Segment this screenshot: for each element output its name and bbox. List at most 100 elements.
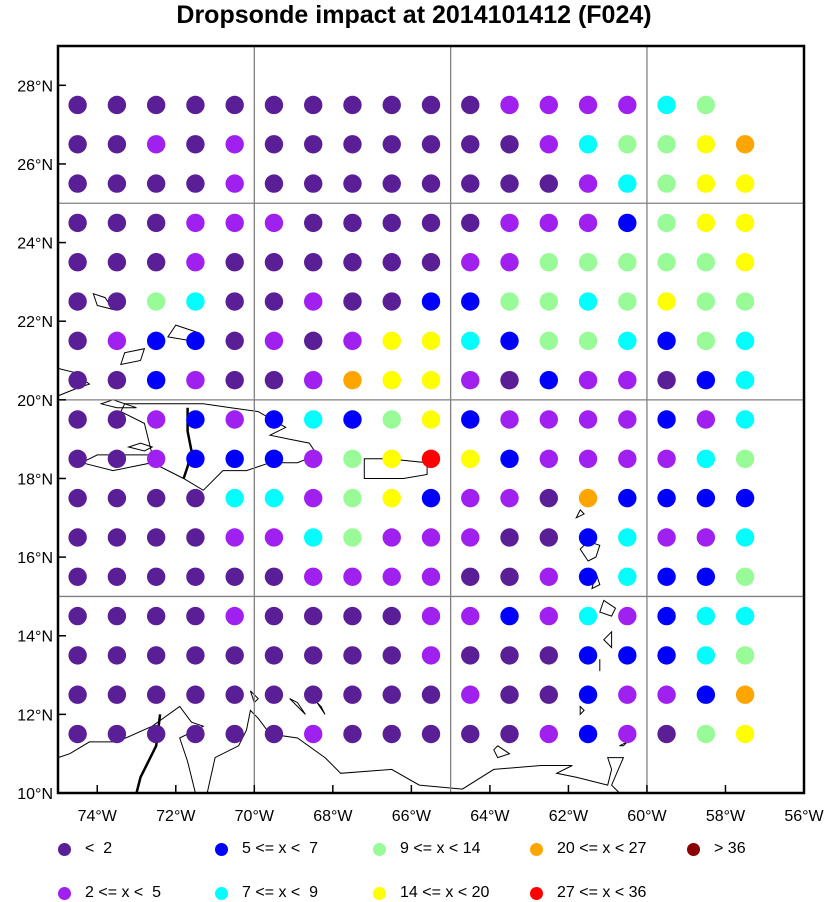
impact-dot <box>304 135 323 154</box>
impact-dot <box>304 370 323 390</box>
impact-dot <box>618 528 637 547</box>
y-tick-label: 16°N <box>17 550 53 567</box>
impact-dot <box>421 567 441 586</box>
impact-dot <box>421 528 441 547</box>
impact-dot <box>304 488 323 508</box>
impact-dot <box>618 567 637 586</box>
impact-dot <box>343 370 362 390</box>
impact-dot <box>225 135 244 154</box>
impact-dot <box>461 606 480 626</box>
cuba-coast <box>57 367 91 397</box>
impact-dot <box>225 292 244 311</box>
impact-dot <box>304 292 323 311</box>
impact-dot <box>264 488 284 508</box>
impact-dot <box>539 646 558 665</box>
legend-swatch <box>687 842 700 856</box>
impact-dot <box>264 292 284 311</box>
impact-dot <box>500 331 519 351</box>
impact-dot <box>461 174 480 193</box>
impact-dot <box>146 213 166 233</box>
impact-dot <box>500 213 519 233</box>
impact-dot <box>382 135 401 154</box>
impact-dot <box>107 606 127 626</box>
legend-item: 7 <= x < 9 <box>215 884 318 902</box>
impact-dot <box>421 685 441 704</box>
impact-dot <box>500 567 519 586</box>
st-lucia-island <box>603 630 613 649</box>
impact-dot <box>578 253 598 272</box>
impact-dot <box>264 135 284 154</box>
impact-dot <box>146 174 166 193</box>
impact-dot <box>461 724 480 744</box>
impact-dot <box>735 213 755 233</box>
impact-dot <box>421 174 441 193</box>
impact-dot <box>735 135 755 154</box>
impact-dot <box>264 606 284 626</box>
impact-dot <box>382 528 401 547</box>
impact-dot <box>539 567 558 586</box>
impact-dot <box>382 253 401 272</box>
impact-dot <box>186 724 205 744</box>
impact-dot <box>461 646 480 665</box>
impact-dot <box>107 135 127 154</box>
impact-dot <box>107 646 127 665</box>
impact-dot <box>657 724 676 744</box>
impact-dot <box>186 213 205 233</box>
y-tick-label: 20°N <box>17 393 53 410</box>
impact-dot <box>618 370 637 390</box>
impact-dot <box>696 95 716 115</box>
impact-dot <box>735 606 755 626</box>
impact-dot <box>618 488 637 508</box>
impact-dot <box>735 449 755 469</box>
impact-dot <box>461 410 480 429</box>
impact-dot <box>225 174 244 193</box>
impact-dot <box>343 528 362 547</box>
impact-dot <box>578 567 598 586</box>
impact-dot <box>343 685 362 704</box>
impact-dot <box>696 410 716 429</box>
impact-dot <box>696 370 716 390</box>
impact-dot <box>618 213 637 233</box>
impact-dot <box>461 488 480 508</box>
impact-dot <box>146 488 166 508</box>
legend-label: 5 <= x < 7 <box>242 840 319 857</box>
gonave-island <box>126 442 154 452</box>
impact-dot <box>68 213 87 233</box>
impact-dot <box>539 95 558 115</box>
impact-dot <box>461 95 480 115</box>
impact-dot <box>461 449 480 469</box>
impact-dot <box>421 292 441 311</box>
impact-dot <box>578 528 598 547</box>
impact-dot <box>264 724 284 744</box>
legend-swatch <box>215 886 228 900</box>
y-tick-label: 10°N <box>17 786 53 803</box>
impact-dot <box>304 213 323 233</box>
impact-dot <box>539 213 558 233</box>
legend-swatch <box>530 842 543 856</box>
x-tick-label: 74°W <box>78 808 118 825</box>
impact-dot <box>264 646 284 665</box>
impact-dot <box>68 292 87 311</box>
x-tick-label: 64°W <box>470 808 510 825</box>
impact-dot <box>657 646 676 665</box>
impact-dot <box>500 292 519 311</box>
impact-dot <box>343 449 362 469</box>
y-tick-label: 14°N <box>17 629 53 646</box>
impact-dot <box>461 253 480 272</box>
impact-dot <box>578 488 598 508</box>
impact-dot <box>500 253 519 272</box>
impact-dot <box>578 724 598 744</box>
impact-dot <box>618 724 637 744</box>
impact-dot <box>186 646 205 665</box>
impact-dot <box>539 685 558 704</box>
impact-dot <box>264 567 284 586</box>
impact-dot <box>657 174 676 193</box>
legend-item: 9 <= x < 14 <box>373 840 481 858</box>
impact-dot <box>500 488 519 508</box>
impact-dot <box>696 213 716 233</box>
impact-dot <box>382 449 401 469</box>
impact-dot <box>735 174 755 193</box>
legend-swatch <box>215 842 228 856</box>
impact-dot <box>343 567 362 586</box>
martinique-island <box>599 599 617 617</box>
